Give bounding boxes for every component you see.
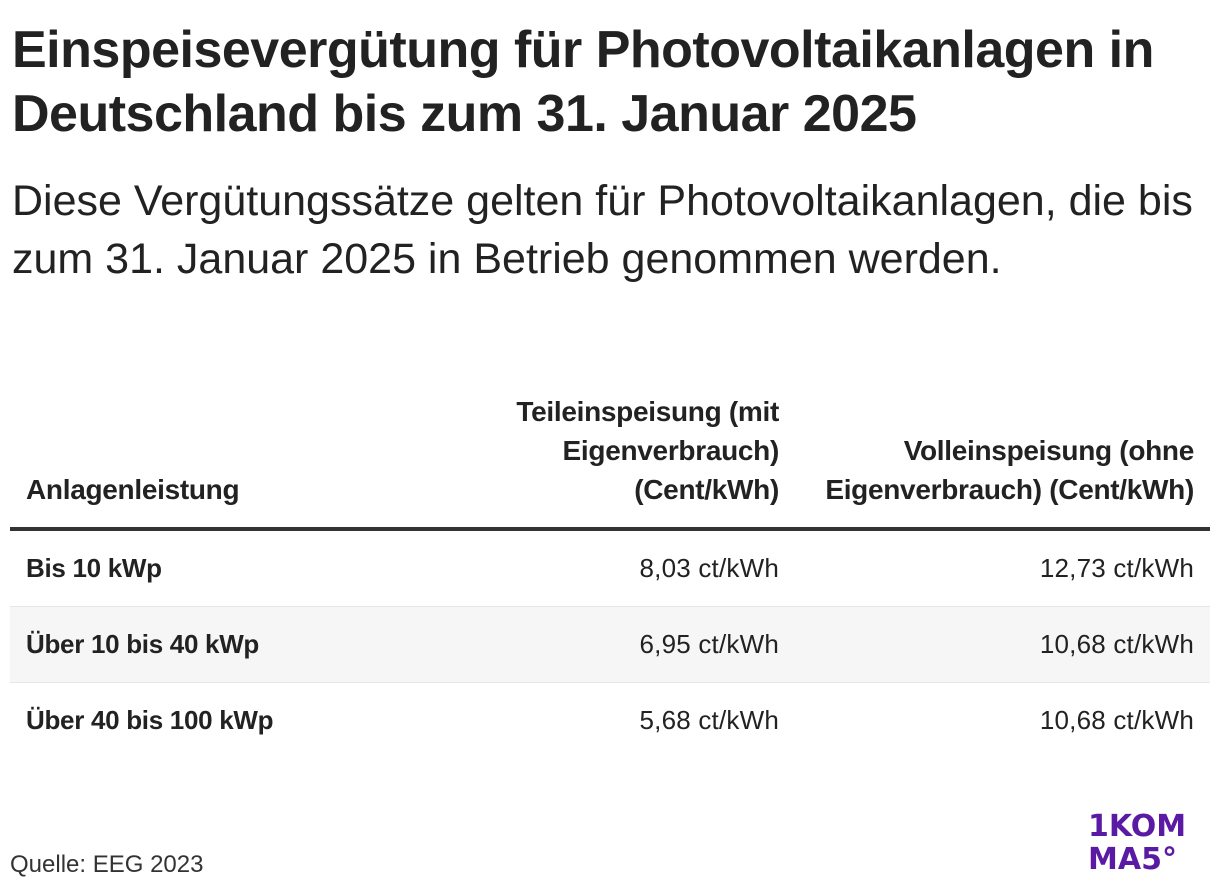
table-row: Über 40 bis 100 kWp 5,68 ct/kWh 10,68 ct… bbox=[10, 683, 1210, 759]
data-table: Anlagenleistung Teileinspeisung (mit Eig… bbox=[10, 392, 1210, 758]
column-header-volleinspeisung: Volleinspeisung (ohne Eigenverbrauch) (C… bbox=[795, 392, 1210, 531]
source-note: Quelle: EEG 2023 bbox=[10, 851, 204, 878]
column-header-teileinspeisung: Teileinspeisung (mit Eigenverbrauch) (Ce… bbox=[430, 392, 795, 531]
column-header-anlagenleistung: Anlagenleistung bbox=[10, 392, 430, 531]
row-label: Über 10 bis 40 kWp bbox=[10, 606, 430, 683]
data-table-container: Anlagenleistung Teileinspeisung (mit Eig… bbox=[10, 392, 1210, 758]
chart-subtitle: Diese Vergütungssätze gelten für Photovo… bbox=[12, 177, 1193, 283]
table-header-row: Anlagenleistung Teileinspeisung (mit Eig… bbox=[10, 392, 1210, 531]
cell-teileinspeisung: 8,03 ct/kWh bbox=[430, 529, 795, 607]
brand-logo: 1KOM MA5° bbox=[1088, 810, 1208, 876]
row-label: Bis 10 kWp bbox=[10, 529, 430, 607]
cell-volleinspeisung: 12,73 ct/kWh bbox=[795, 529, 1210, 607]
table-row: Bis 10 kWp 8,03 ct/kWh 12,73 ct/kWh bbox=[10, 529, 1210, 607]
logo-line-1: 1KOM bbox=[1088, 809, 1187, 844]
cell-volleinspeisung: 10,68 ct/kWh bbox=[795, 606, 1210, 683]
cell-teileinspeisung: 6,95 ct/kWh bbox=[430, 606, 795, 683]
chart-title: Einspeisevergütung für Photovoltaikanlag… bbox=[12, 21, 1154, 143]
row-label: Über 40 bis 100 kWp bbox=[26, 705, 274, 735]
logo-line-2: MA5° bbox=[1088, 842, 1177, 877]
table-row: Über 10 bis 40 kWp 6,95 ct/kWh 10,68 ct/… bbox=[10, 606, 1210, 683]
cell-volleinspeisung: 10,68 ct/kWh bbox=[1039, 705, 1194, 735]
cell-teileinspeisung: 5,68 ct/kWh bbox=[639, 705, 779, 735]
